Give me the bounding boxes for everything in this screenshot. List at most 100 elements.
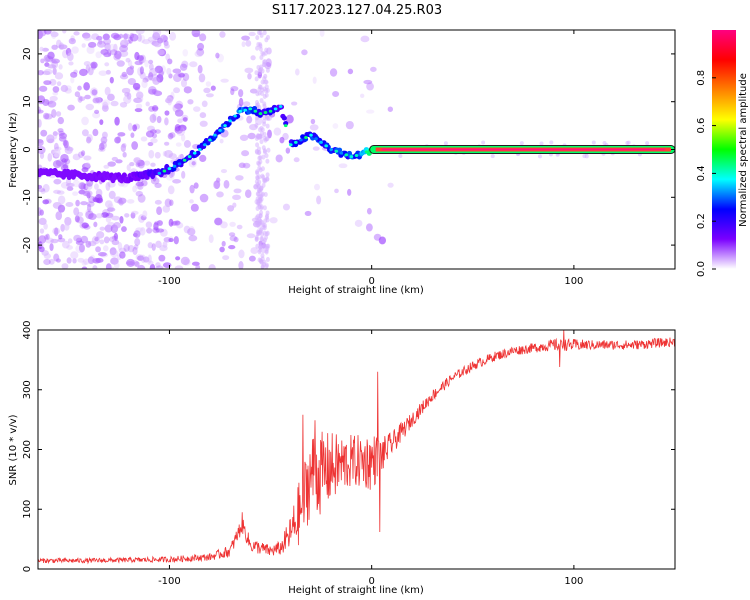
spectrogram-cell [255, 35, 260, 41]
spectrogram-cell [62, 140, 68, 147]
spectrogram-cell [118, 200, 124, 206]
spectrogram-cell [87, 256, 95, 265]
spectrogram-cell [38, 217, 47, 226]
spectrogram-cell [50, 30, 57, 40]
spectrogram-cell [236, 224, 243, 230]
spectrogram-band-peak [381, 148, 665, 151]
spectrogram-cell [53, 148, 61, 158]
spectrogram-cell [130, 210, 139, 215]
spectrogram-cell [268, 109, 273, 113]
spectrogram-cell [57, 195, 66, 205]
spectrogram-x-axis-label: Height of straight line (km) [288, 285, 424, 296]
spectrogram-cell [94, 237, 99, 242]
snr-panel: -100 0 100 0 100 200 300 400 Height of straigh… [8, 320, 676, 596]
spectrogram-cell [44, 198, 52, 204]
spectrogram-y-tick-label: -10 [22, 189, 33, 205]
spectrogram-cell [259, 32, 264, 38]
spectrogram-cell [215, 52, 220, 59]
spectrogram-cell [294, 140, 298, 144]
spectrogram-cell [77, 85, 82, 91]
spectrogram-cell [264, 262, 269, 268]
spectrogram-cell [107, 161, 116, 167]
spectrogram-cell [443, 141, 448, 146]
spectrogram-cell [364, 150, 369, 154]
spectrogram-y-axis-label: Frequency (Hz) [8, 112, 19, 188]
spectrogram-cell [151, 104, 159, 112]
spectrogram-cell [99, 119, 104, 126]
spectrogram-cell [111, 156, 119, 162]
spectrogram-cell [264, 62, 272, 70]
spectrogram-cell [78, 96, 86, 102]
spectrogram-cell [262, 94, 267, 100]
spectrogram-cell [43, 258, 51, 266]
spectrogram-cell [61, 263, 69, 269]
spectrogram-cell [259, 236, 264, 242]
spectrogram-cell [132, 124, 138, 132]
spectrogram-cell [54, 72, 64, 80]
spectrogram-cell [125, 261, 135, 266]
spectrogram-cell [347, 188, 352, 196]
spectrogram-cell [167, 58, 173, 65]
spectrogram-cell [95, 51, 102, 59]
spectrogram-cell [168, 218, 174, 227]
spectrogram-cell [179, 63, 188, 71]
spectrogram-cell [214, 217, 223, 226]
spectrogram-cell [127, 60, 133, 67]
spectrogram-cell [197, 42, 205, 51]
spectrogram-cell [96, 40, 106, 48]
spectrogram-cell [481, 140, 486, 145]
spectrogram-cell [56, 190, 65, 195]
spectrogram-cell [262, 30, 267, 36]
spectrogram-cell [247, 73, 252, 80]
spectrogram-cell [62, 30, 67, 34]
spectrogram-cell [146, 227, 153, 234]
spectrogram-cell [73, 234, 82, 242]
spectrogram-cell [83, 155, 92, 161]
spectrogram-cell [625, 141, 630, 146]
spectrogram-cell [227, 205, 235, 212]
spectrogram-cell [205, 93, 214, 98]
spectrogram-cell [119, 101, 128, 108]
snr-x-tick-label: -100 [158, 576, 181, 587]
spectrogram-cell [81, 129, 89, 137]
spectrogram-cell [191, 161, 196, 166]
spectrogram-cell [220, 78, 229, 83]
spectrogram-cell [169, 132, 176, 139]
spectrogram-cell [81, 222, 89, 229]
spectrogram-cell [137, 95, 144, 103]
spectrogram-cell [81, 43, 86, 48]
spectrogram-cell [255, 170, 260, 176]
spectrogram-cell [339, 151, 344, 155]
spectrogram-cell [285, 147, 291, 154]
spectrogram-cell [48, 258, 55, 265]
spectrogram-cell [60, 153, 69, 163]
spectrogram-cell [281, 115, 287, 121]
spectrogram-cell [139, 66, 144, 75]
spectrogram-cell [78, 182, 86, 190]
spectrogram-cell [174, 265, 184, 269]
spectrogram-cell [51, 44, 58, 50]
spectrogram-cell [310, 118, 316, 125]
spectrogram-cell [254, 115, 259, 121]
snr-y-tick-label: 300 [22, 380, 33, 399]
spectrogram-cell [347, 68, 354, 75]
spectrogram-cell [144, 59, 149, 68]
spectrogram-cell [92, 128, 99, 137]
spectrogram-cell [188, 235, 198, 242]
spectrogram-cell [203, 87, 211, 94]
spectrogram-cell [182, 117, 188, 122]
spectrogram-cell [83, 82, 90, 91]
spectrogram-cell [248, 255, 256, 262]
spectrogram-cell [156, 206, 163, 216]
spectrogram-cell [171, 166, 177, 172]
spectrogram-cell [191, 30, 201, 38]
spectrogram-cell [121, 71, 128, 78]
spectrogram-cell [123, 244, 130, 252]
spectrogram-cell [87, 240, 97, 247]
spectrogram-cell [261, 51, 266, 57]
snr-x-ticks: -100 0 100 [158, 330, 583, 587]
spectrogram-cell [76, 216, 84, 224]
spectrogram-cell [73, 207, 80, 216]
spectrogram-cell [40, 129, 48, 137]
